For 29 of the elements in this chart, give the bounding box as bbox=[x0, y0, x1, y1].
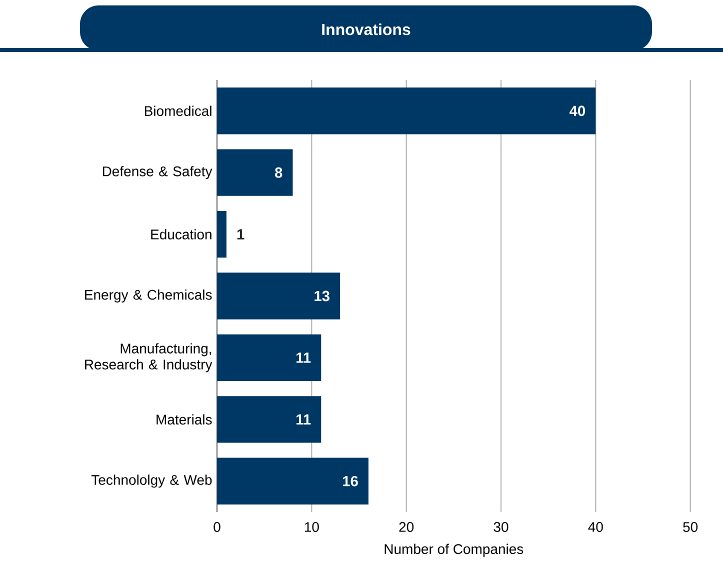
y-tick-label: Education bbox=[151, 229, 212, 240]
bar bbox=[217, 396, 322, 443]
chart-title: Innovations bbox=[322, 23, 410, 36]
data-label: 11 bbox=[296, 414, 311, 424]
bar bbox=[217, 458, 368, 504]
bar bbox=[217, 210, 226, 258]
x-tick-label: 40 bbox=[588, 522, 603, 532]
y-tick-label: Technololgy & Web bbox=[91, 474, 212, 488]
x-tick-label: 0 bbox=[214, 522, 220, 532]
x-tick-label: 30 bbox=[494, 522, 508, 532]
y-tick-label: Biomedical bbox=[144, 106, 212, 116]
data-label: 40 bbox=[570, 106, 586, 116]
bar bbox=[217, 272, 340, 320]
data-label: 1 bbox=[237, 229, 244, 240]
bar bbox=[217, 88, 596, 134]
x-axis-title: Number of Companies bbox=[384, 544, 524, 557]
data-label: 8 bbox=[274, 167, 282, 178]
data-label: 16 bbox=[343, 476, 358, 486]
x-tick-label: 20 bbox=[399, 522, 414, 532]
y-tick-label: Materials bbox=[156, 414, 212, 425]
data-label: 11 bbox=[296, 352, 311, 363]
y-tick-label: Energy & Chemicals bbox=[85, 289, 212, 303]
bar bbox=[217, 334, 322, 382]
x-tick-label: 10 bbox=[304, 522, 319, 532]
x-tick-label: 50 bbox=[683, 522, 698, 532]
bar bbox=[217, 149, 293, 196]
y-tick-label: Manufacturing, Research & Industry bbox=[85, 343, 212, 372]
data-label: 13 bbox=[314, 290, 330, 302]
y-tick-label: Defense & Safety bbox=[102, 166, 212, 180]
